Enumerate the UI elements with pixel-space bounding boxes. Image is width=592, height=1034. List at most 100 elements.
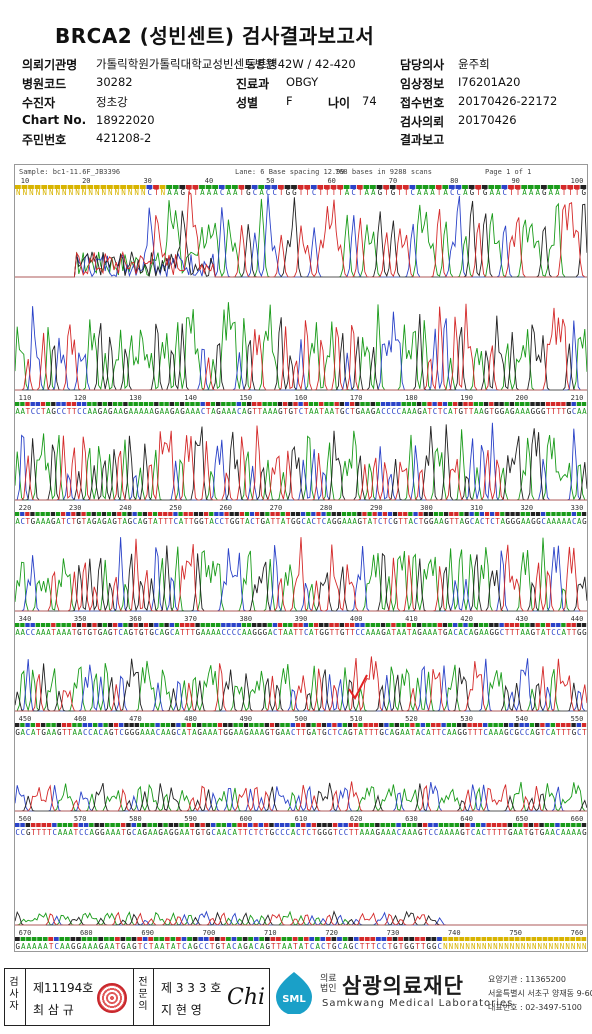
base-3-39: A xyxy=(216,628,221,637)
base-6-8: A xyxy=(60,942,65,951)
quality-bar-6-91 xyxy=(520,937,526,941)
quality-bar-6-25 xyxy=(153,937,159,941)
base-2-42: G xyxy=(230,517,235,526)
base-3-35: G xyxy=(196,628,201,637)
position-label-4-0: 450 xyxy=(19,715,32,723)
base-5-87: A xyxy=(476,828,481,837)
quality-bar-4-32 xyxy=(181,723,186,727)
quality-bar-1-34 xyxy=(190,402,195,406)
quality-bar-5-3 xyxy=(30,823,36,827)
quality-bar-0-5 xyxy=(47,185,54,189)
quality-bar-4-39 xyxy=(217,723,223,727)
position-label-2-2: 240 xyxy=(119,504,132,512)
base-0-56: T xyxy=(384,188,389,197)
quality-bar-4-30 xyxy=(171,723,176,727)
quality-bar-4-11 xyxy=(72,723,77,727)
base-3-70: A xyxy=(376,628,381,637)
base-2-6: A xyxy=(46,517,51,526)
base-6-81: N xyxy=(465,942,470,951)
quality-bar-0-1 xyxy=(21,185,28,189)
base-2-82: A xyxy=(434,517,439,526)
quality-bar-0-75 xyxy=(508,185,514,189)
base-0-39: C xyxy=(272,188,277,197)
quality-bar-6-73 xyxy=(420,937,426,941)
quality-bar-1-50 xyxy=(272,402,278,406)
quality-bar-1-95 xyxy=(504,402,509,406)
base-5-11: T xyxy=(74,828,79,837)
quality-bar-5-63 xyxy=(348,823,354,827)
quality-bar-2-102 xyxy=(535,512,541,516)
quality-bar-4-15 xyxy=(93,723,98,727)
base-6-3: A xyxy=(32,942,37,951)
quality-bar-0-38 xyxy=(264,185,271,189)
quality-bar-1-25 xyxy=(143,402,149,406)
base-1-23: A xyxy=(134,407,139,416)
base-4-61: T xyxy=(333,728,338,737)
base-3-20: C xyxy=(118,628,123,637)
base-6-41: G xyxy=(243,942,248,951)
quality-bar-2-88 xyxy=(464,512,469,516)
base-0-78: A xyxy=(529,188,534,197)
quality-bar-6-87 xyxy=(498,937,503,941)
quality-bar-1-54 xyxy=(293,402,298,406)
quality-bar-5-8 xyxy=(57,823,62,827)
quality-bar-3-75 xyxy=(401,623,406,627)
base-3-94: C xyxy=(500,628,505,637)
quality-bar-3-43 xyxy=(236,623,241,627)
base-4-52: A xyxy=(286,728,291,737)
trace-T-panel-4 xyxy=(15,656,587,712)
base-2-52: A xyxy=(281,517,286,526)
quality-bar-4-99 xyxy=(529,723,535,727)
base-3-93: G xyxy=(495,628,500,637)
quality-bar-3-100 xyxy=(530,623,535,627)
quality-bar-5-17 xyxy=(105,823,110,827)
quality-bar-4-5 xyxy=(41,723,46,727)
base-0-51: C xyxy=(351,188,356,197)
base-2-43: G xyxy=(235,517,240,526)
quality-bar-0-2 xyxy=(28,185,34,189)
quality-bar-1-38 xyxy=(210,402,216,406)
base-2-3: G xyxy=(31,517,36,526)
quality-bar-6-56 xyxy=(326,937,331,941)
quality-bar-6-62 xyxy=(359,937,365,941)
base-5-51: C xyxy=(286,828,291,837)
base-3-45: A xyxy=(247,628,252,637)
base-6-101: N xyxy=(576,942,581,951)
quality-bar-4-56 xyxy=(306,723,311,727)
base-4-99: A xyxy=(530,728,535,737)
base-1-46: T xyxy=(252,407,257,416)
base-2-13: T xyxy=(82,517,87,526)
quality-bar-6-90 xyxy=(514,937,520,941)
base-2-29: T xyxy=(163,517,168,526)
quality-bar-4-103 xyxy=(550,723,555,727)
base-6-16: A xyxy=(104,942,109,951)
quality-bar-1-7 xyxy=(51,402,56,406)
quality-bar-1-86 xyxy=(458,402,463,406)
base-3-88: A xyxy=(469,628,474,637)
base-2-98: G xyxy=(516,517,521,526)
base-1-25: A xyxy=(144,407,149,416)
quality-bar-5-37 xyxy=(211,823,216,827)
quality-bar-3-15 xyxy=(92,623,97,627)
base-5-78: C xyxy=(429,828,434,837)
base-1-110: A xyxy=(582,407,587,416)
quality-bar-3-36 xyxy=(200,623,205,627)
base-6-79: N xyxy=(454,942,459,951)
quality-bar-5-80 xyxy=(438,823,444,827)
base-4-33: T xyxy=(187,728,192,737)
base-0-69: G xyxy=(470,188,475,197)
quality-bar-6-77 xyxy=(442,937,448,941)
quality-bar-2-76 xyxy=(403,512,408,516)
quality-bar-4-73 xyxy=(394,723,399,727)
base-1-26: A xyxy=(149,407,154,416)
quality-bar-1-93 xyxy=(494,402,499,406)
quality-bar-4-57 xyxy=(311,723,316,727)
base-3-104: C xyxy=(551,628,556,637)
quality-bar-3-92 xyxy=(489,623,494,627)
quality-bar-1-49 xyxy=(267,402,272,406)
quality-bar-2-58 xyxy=(311,512,316,516)
quality-bar-2-49 xyxy=(265,512,270,516)
trace-T-panel-3 xyxy=(15,537,587,612)
base-4-69: T xyxy=(374,728,379,737)
position-label-3-0: 340 xyxy=(19,615,32,623)
